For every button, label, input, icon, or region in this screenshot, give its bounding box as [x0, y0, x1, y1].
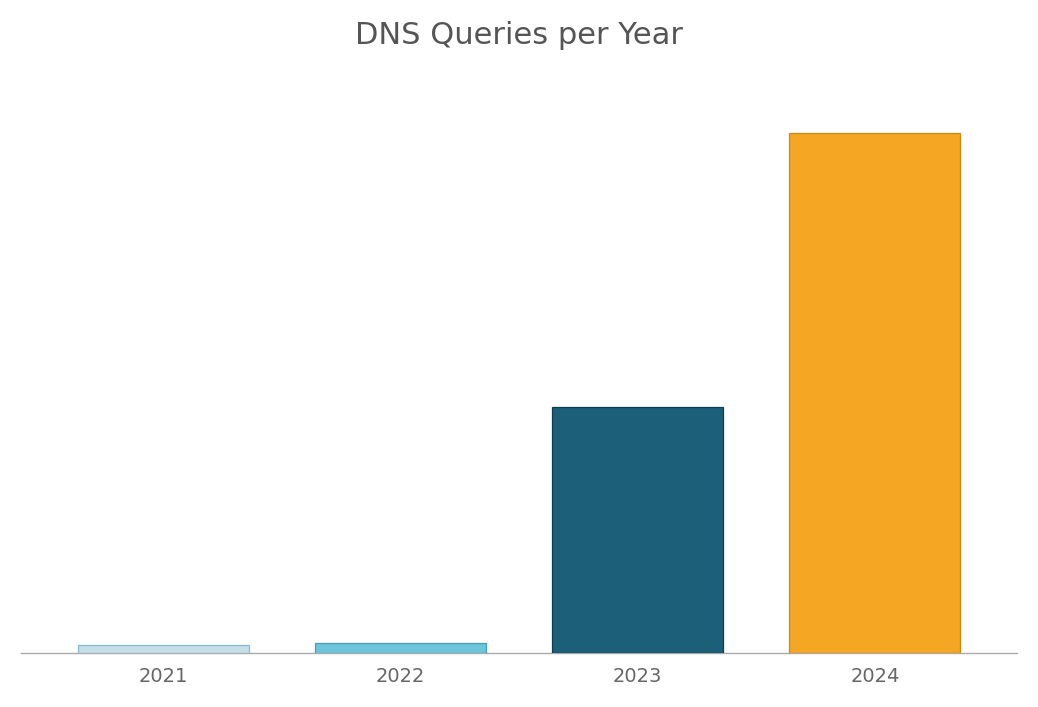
Bar: [315, 643, 486, 653]
Bar: [78, 645, 248, 653]
Title: DNS Queries per Year: DNS Queries per Year: [355, 21, 683, 49]
Bar: [790, 134, 960, 653]
Bar: [552, 407, 723, 653]
